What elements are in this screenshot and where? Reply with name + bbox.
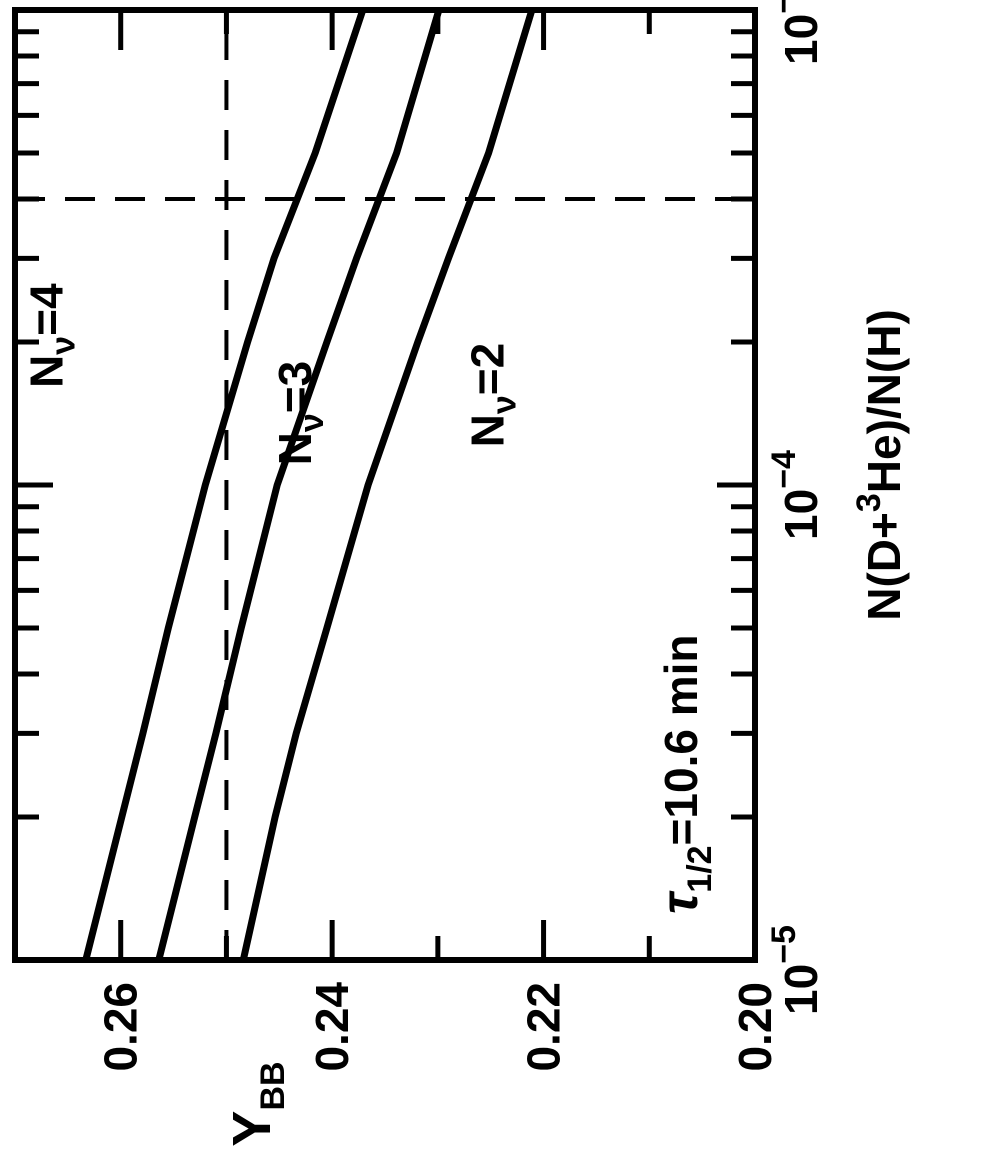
y-axis-label-subscript: BB	[254, 1061, 292, 1110]
half-life-subscript: 1/2	[681, 845, 719, 892]
series-label-value: =3	[269, 361, 321, 413]
curves	[82, 10, 536, 960]
x-tick-label-exponent: −5	[765, 925, 803, 964]
y-axis-label-main: Y	[222, 1111, 282, 1147]
x-tick-label-base: 10	[775, 14, 827, 65]
x-axis-label-superscript: 3	[850, 493, 888, 512]
y-tick-label: 0.24	[306, 982, 358, 1072]
series-label-base: N	[21, 355, 73, 388]
x-tick-label: 10−3	[765, 0, 827, 65]
series-line-3	[239, 10, 536, 960]
series-label-3: Nν=2	[461, 343, 523, 448]
plot-root: 0.200.220.240.2610−510−410−3N(D+3He)/N(H…	[12, 0, 910, 1147]
y-tick-label: 0.20	[729, 982, 781, 1072]
labels: 0.200.220.240.2610−510−410−3N(D+3He)/N(H…	[21, 0, 910, 1147]
y-tick-label: 0.22	[518, 982, 570, 1072]
x-axis-label-part: He)/N(H)	[858, 309, 910, 493]
series-label-value: =4	[21, 283, 73, 336]
reference-lines	[15, 10, 755, 960]
half-life-symbol: τ	[651, 890, 709, 914]
x-tick-label: 10−4	[765, 450, 827, 540]
y-axis-label: YBB	[222, 1061, 292, 1146]
series-label-base: N	[269, 432, 321, 465]
series-label-1: Nν=4	[21, 283, 83, 388]
x-tick-label-exponent: −4	[765, 450, 803, 489]
series-label-subscript: ν	[293, 413, 331, 432]
x-tick-label-exponent: −3	[765, 0, 803, 14]
x-tick-label-base: 10	[775, 489, 827, 540]
ticks	[12, 10, 758, 963]
y-tick-label: 0.26	[95, 982, 147, 1072]
half-life-annotation: τ1/2=10.6 min	[651, 634, 719, 913]
x-axis-label: N(D+3He)/N(H)	[850, 309, 910, 621]
x-axis-label-part: N(D+	[858, 512, 910, 621]
plot-frame	[12, 7, 758, 963]
x-tick-label-base: 10	[775, 964, 827, 1015]
series-label-subscript: ν	[485, 395, 523, 414]
series-label-value: =2	[461, 343, 513, 395]
series-line-2	[155, 10, 443, 960]
series-label-2: Nν=3	[269, 361, 331, 466]
x-tick-label: 10−5	[765, 925, 827, 1015]
series-line-1	[82, 10, 367, 960]
half-life-value: =10.6 min	[655, 634, 707, 845]
series-label-subscript: ν	[45, 336, 83, 355]
series-label-base: N	[461, 414, 513, 447]
